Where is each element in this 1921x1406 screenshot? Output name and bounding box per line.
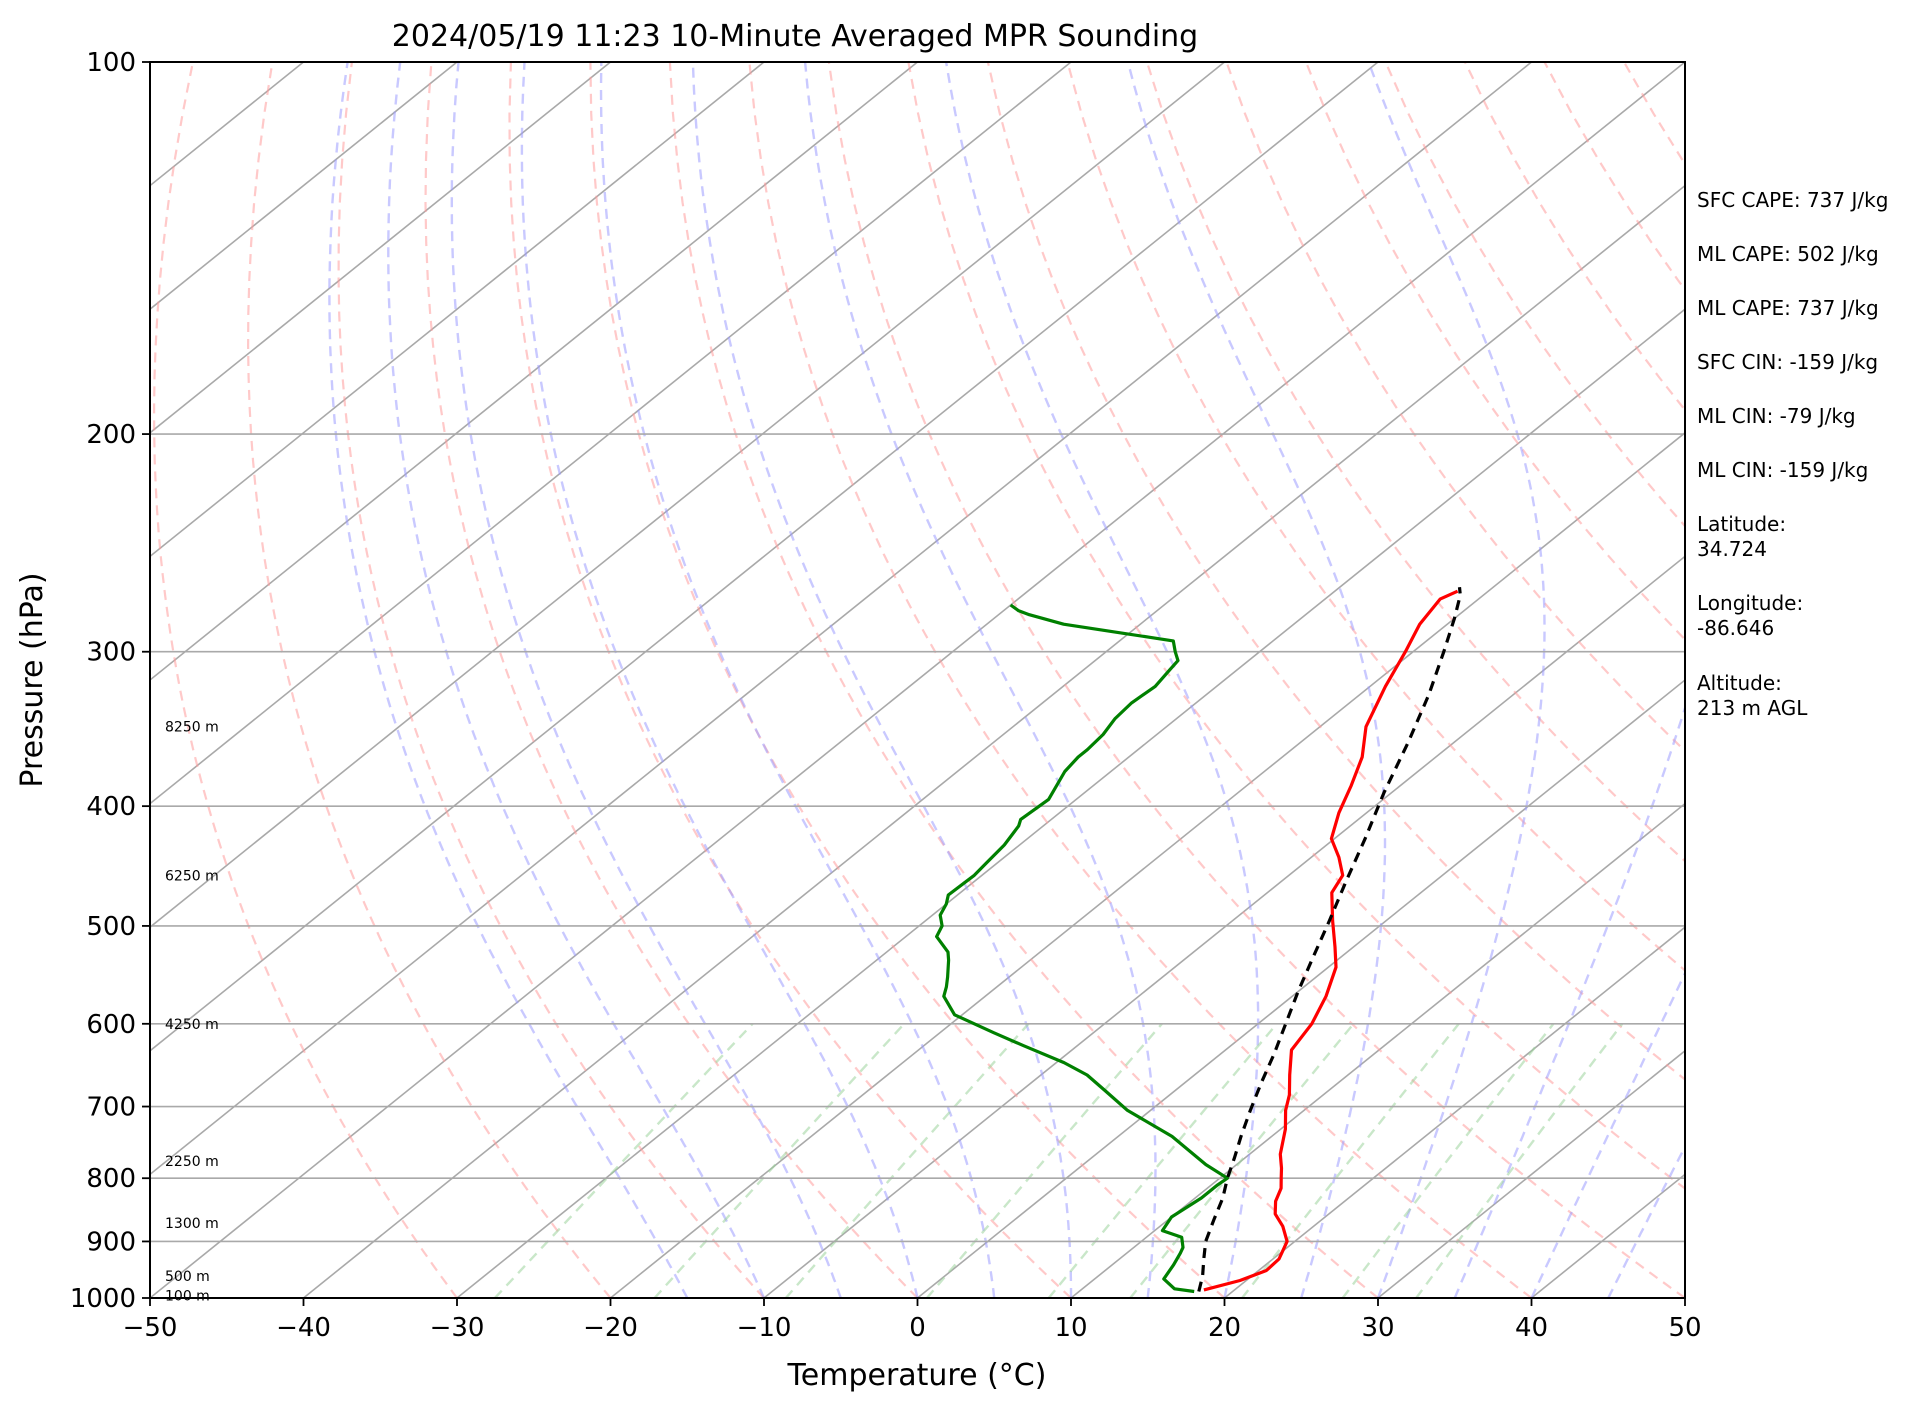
moist-adiabat-line (944, 62, 1260, 1298)
info-item: Longitude: -86.646 (1697, 591, 1804, 640)
x-tick-label: −40 (276, 1313, 331, 1343)
dry-adiabat-line (589, 62, 1226, 1298)
x-tick-label: −10 (737, 1313, 792, 1343)
moist-adiabat-line (599, 62, 996, 1298)
mixing-ratio-line (1341, 1023, 1555, 1298)
profile-lines (935, 587, 1462, 1294)
info-item: SFC CIN: -159 J/kg (1697, 350, 1879, 374)
y-tick-label: 100 (86, 48, 136, 78)
dry-adiabat-line (668, 62, 1379, 1298)
info-item: Latitude: 34.724 (1697, 512, 1787, 561)
isotherm-line (302, 184, 1685, 1298)
mixing-ratio-line (1129, 1023, 1355, 1298)
moist-adiabat-line (520, 62, 919, 1298)
height-label: 8250 m (165, 720, 219, 736)
y-tick-label: 900 (86, 1227, 136, 1257)
isotherm-line (763, 555, 1685, 1298)
info-item: ML CAPE: 737 J/kg (1697, 296, 1879, 320)
isotherm-line (1223, 926, 1685, 1298)
mixing-ratio-line (925, 1023, 1163, 1298)
y-tick-label: 400 (86, 792, 136, 822)
isotherm-line (150, 62, 919, 682)
height-label: 2250 m (165, 1154, 219, 1170)
dry-adiabat-line (424, 62, 919, 1298)
height-label: 500 m (165, 1269, 210, 1285)
height-label: 1300 m (165, 1216, 219, 1232)
height-labels: 8250 m 6250 m 4250 m 2250 m 1300 m 500 m 100 m (165, 720, 219, 1305)
info-item: Altitude: 213 m AGL (1697, 671, 1808, 720)
info-item: ML CAPE: 502 J/kg (1697, 242, 1879, 266)
isotherm-line (150, 62, 1533, 1176)
dry-adiabat-line (337, 62, 765, 1298)
temperature-line (1203, 589, 1459, 1292)
dry-adiabat-line (1225, 62, 1685, 753)
x-tick-label: 0 (909, 1313, 926, 1343)
isotherm-line (150, 62, 765, 558)
dry-adiabat-line (1145, 62, 1685, 863)
x-tick-label: 30 (1361, 1313, 1394, 1343)
isotherm-line (1377, 1049, 1685, 1298)
y-tick-label: 600 (86, 1010, 136, 1040)
height-label: 6250 m (165, 868, 219, 884)
info-item: SFC CAPE: 737 J/kg (1697, 188, 1889, 212)
mixing-ratio-line (653, 1022, 906, 1298)
height-label: 100 m (165, 1288, 210, 1304)
x-tick-label: 40 (1515, 1313, 1548, 1343)
moist-adiabat-line (450, 62, 842, 1298)
isotherm-line (456, 308, 1685, 1298)
isotherm-line (150, 62, 1072, 805)
y-tick-label: 200 (86, 420, 136, 450)
mixing-ratio-line (1241, 1023, 1460, 1298)
dry-adiabat-line (246, 62, 612, 1298)
moist-adiabat-line (328, 62, 689, 1298)
dry-adiabat-line (986, 62, 1685, 1081)
info-item: ML CIN: -79 J/kg (1697, 404, 1856, 428)
dry-adiabat-line (508, 62, 1072, 1298)
x-tick-label: −50 (123, 1313, 178, 1343)
y-tick-label: 800 (86, 1164, 136, 1194)
isotherm-line (150, 62, 1379, 1052)
moist-adiabat-line (803, 62, 1157, 1298)
moist-adiabat-line (387, 62, 766, 1298)
dry-adiabat-line (152, 62, 458, 1298)
dry-adiabat-line (748, 62, 1533, 1298)
info-item: ML CIN: -159 J/kg (1697, 458, 1869, 482)
isotherm-line (1070, 802, 1685, 1298)
dry-adiabat-line (827, 62, 1685, 1298)
moist-adiabat-line (1126, 62, 1387, 1298)
dry-adiabat-line (907, 62, 1685, 1190)
x-tick-label: 20 (1208, 1313, 1241, 1343)
y-tick-label: 300 (86, 638, 136, 668)
y-axis-label: Pressure (hPa) (15, 572, 50, 787)
dewpoint-line (935, 603, 1229, 1294)
isotherm-line (609, 431, 1685, 1298)
y-tick-label: 500 (86, 912, 136, 942)
x-tick-label: −20 (583, 1313, 638, 1343)
x-tick-label: 10 (1054, 1313, 1087, 1343)
isotherm-line (916, 678, 1685, 1298)
chart-title: 2024/05/19 11:23 10-Minute Averaged MPR … (392, 19, 1198, 54)
x-axis: −50 −40 −30 −20 −10 0 10 20 30 40 50 (123, 1298, 1702, 1343)
parcel-line (1197, 587, 1462, 1292)
x-axis-label: Temperature (°C) (787, 1358, 1047, 1393)
x-tick-label: 50 (1668, 1313, 1701, 1343)
isotherm-line (150, 62, 612, 434)
isotherm-line (150, 62, 1226, 929)
isotherm-line (150, 62, 1685, 1298)
y-tick-label: 1000 (70, 1284, 136, 1314)
y-tick-label: 700 (86, 1093, 136, 1123)
isotherm-line (150, 62, 458, 311)
x-tick-label: −30 (430, 1313, 485, 1343)
moist-adiabat-line (691, 62, 1073, 1298)
moist-adiabat-line (1453, 62, 1685, 1298)
background-lines (150, 62, 1685, 1298)
y-axis: 100 200 300 400 500 600 700 800 900 1000 (70, 48, 150, 1314)
mixing-ratio-line (494, 1022, 754, 1298)
height-label: 4250 m (165, 1017, 219, 1033)
